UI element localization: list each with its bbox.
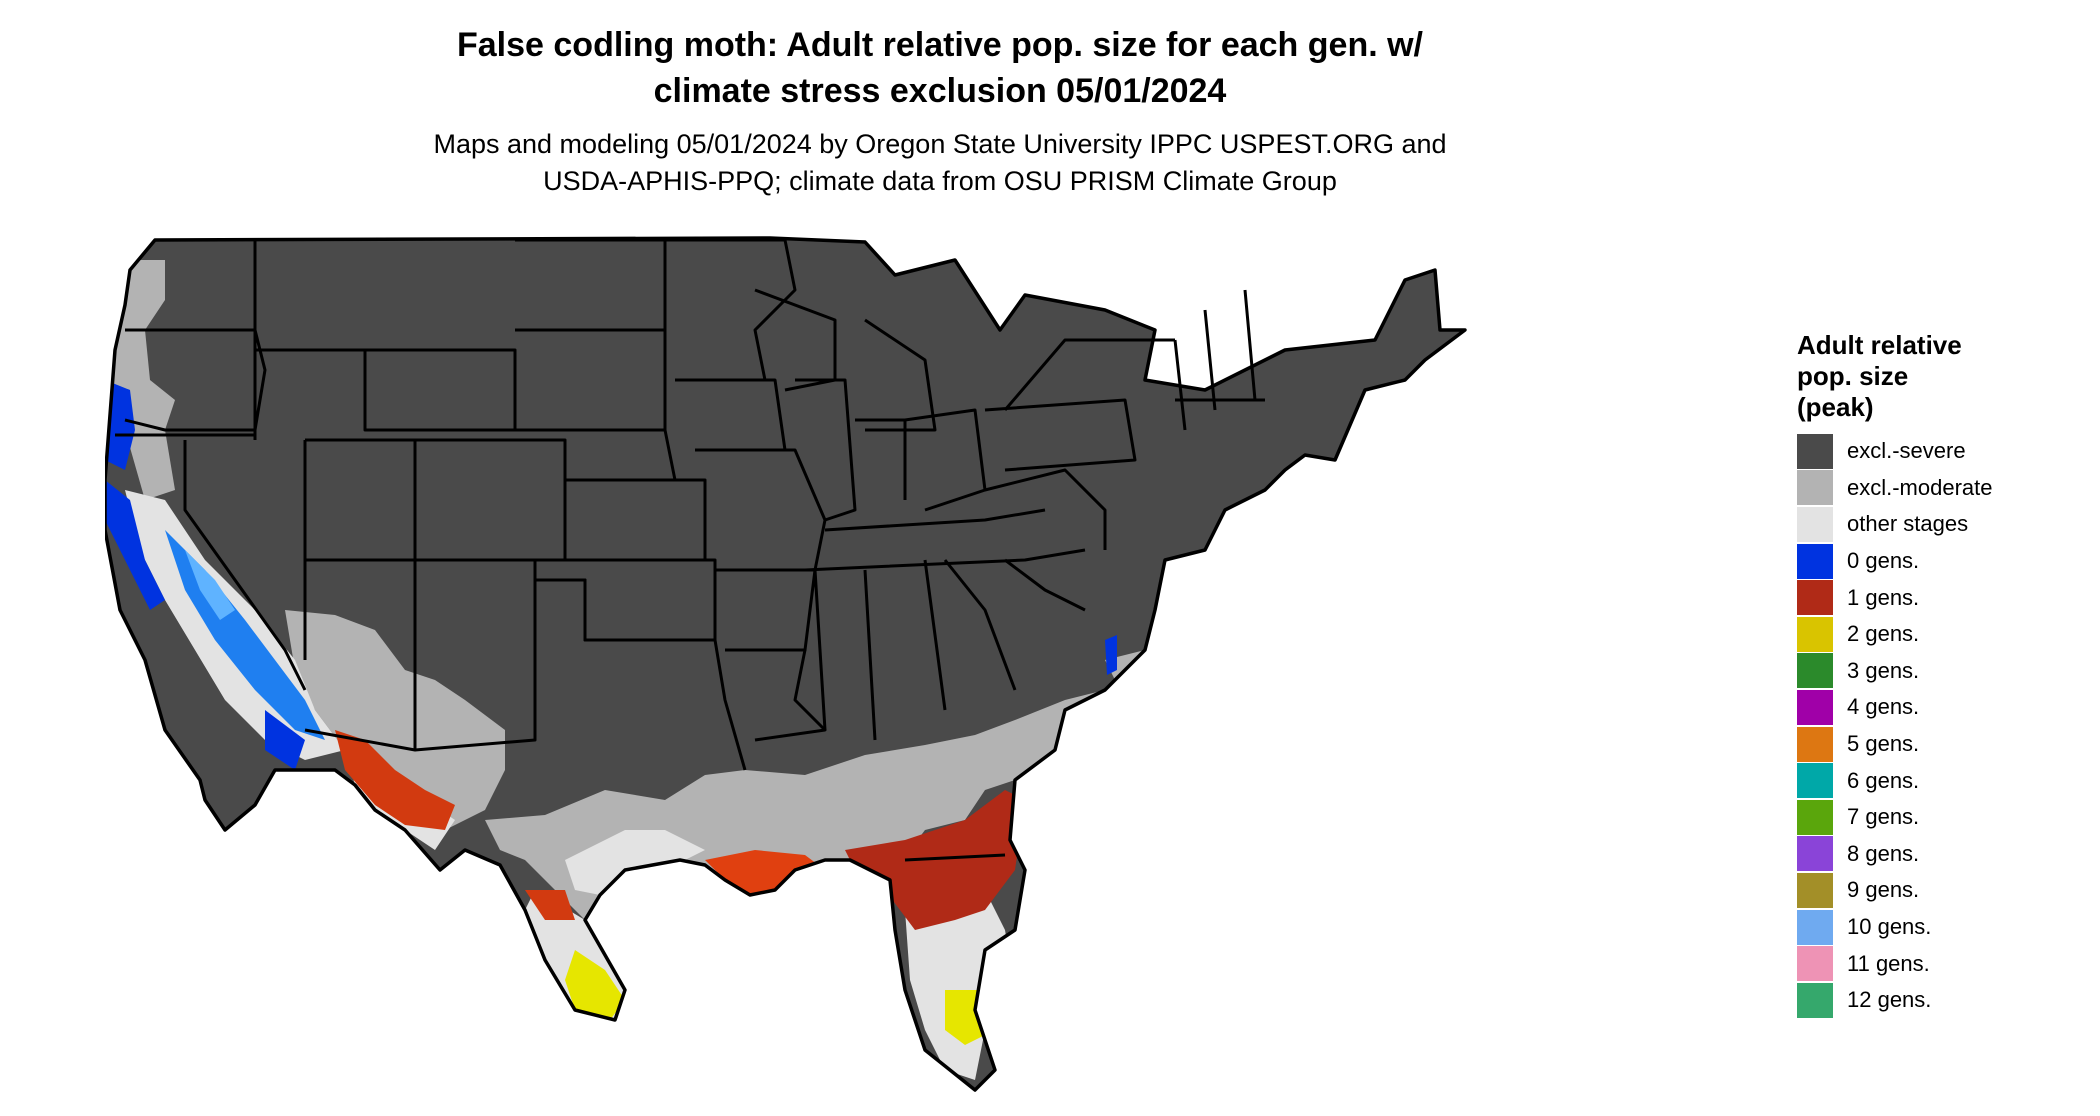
legend-label: 11 gens. (1847, 950, 1930, 976)
map-title: False codling moth: Adult relative pop. … (0, 22, 1880, 114)
legend-swatch (1797, 726, 1833, 762)
legend-swatch (1797, 580, 1833, 616)
zone-1-gens-texas (525, 890, 575, 920)
legend-swatch (1797, 799, 1833, 835)
legend-swatch (1797, 616, 1833, 652)
legend-items: excl.-severe excl.-moderate other stages 0 … (1797, 433, 2077, 1019)
zone-0-gens-south-ca (265, 710, 305, 770)
legend-item: 0 gens. (1797, 543, 2077, 580)
legend-label: 9 gens. (1847, 877, 1920, 903)
state-boundary-new-mexico (414, 558, 537, 752)
legend-label: excl.-severe (1847, 438, 1966, 464)
map-subtitle-line-2: USDA-APHIS-PPQ; climate data from OSU PR… (543, 166, 1337, 196)
state-boundary-louisiana (725, 648, 827, 742)
legend-item: 5 gens. (1797, 726, 2077, 763)
state-boundary-west (124, 328, 267, 432)
legend-title-line-3: (peak) (1797, 392, 1874, 422)
legend-item: 11 gens. (1797, 945, 2077, 982)
legend-item: 8 gens. (1797, 836, 2077, 873)
legend-swatch (1797, 909, 1833, 945)
legend-label: 0 gens. (1847, 548, 1920, 574)
legend-label: 8 gens. (1847, 840, 1920, 866)
state-boundary-nevada (183, 440, 307, 691)
legend-swatch (1797, 653, 1833, 689)
legend-swatch (1797, 470, 1833, 506)
legend-swatch (1797, 872, 1833, 908)
legend-item: 6 gens. (1797, 762, 2077, 799)
zone-1-gens-gulf-coast (705, 850, 825, 895)
legend-label: 1 gens. (1847, 584, 1920, 610)
state-boundary-arizona-nm (304, 558, 417, 752)
legend-swatch (1797, 946, 1833, 982)
zone-0-gens-delmarva (1105, 635, 1117, 675)
state-boundary-illinois (795, 378, 857, 522)
state-boundary-montana (253, 260, 365, 352)
legend-label: 10 gens. (1847, 914, 1932, 940)
legend-title: Adult relative pop. size (peak) (1797, 330, 2077, 423)
legend-label: 2 gens. (1847, 621, 1920, 647)
zone-0-gens-ca-coast (105, 480, 165, 610)
legend-label: excl.-moderate (1847, 474, 1993, 500)
legend-item: excl.-severe (1797, 433, 2077, 470)
legend-item: 4 gens. (1797, 689, 2077, 726)
legend-swatch (1797, 689, 1833, 725)
legend-label: 12 gens. (1847, 987, 1932, 1013)
state-boundary-indiana-ohio (855, 408, 987, 512)
state-boundary-pennsylvania-ny (984, 338, 1175, 472)
legend-label: 6 gens. (1847, 767, 1920, 793)
legend-swatch (1797, 982, 1833, 1018)
state-boundaries (115, 238, 1265, 862)
state-boundary-florida (904, 853, 1006, 862)
zone-1-gens-arizona (335, 730, 455, 830)
state-boundary-virginia (984, 468, 1107, 550)
legend-label: other stages (1847, 511, 1969, 537)
zone-other-stages-texas-coast (565, 830, 705, 895)
legend-title-line-2: pop. size (1797, 361, 1909, 391)
legend-item: 9 gens. (1797, 872, 2077, 909)
legend-item: excl.-moderate (1797, 470, 2077, 507)
legend-swatch (1797, 543, 1833, 579)
legend-label: 5 gens. (1847, 731, 1920, 757)
legend-item: 2 gens. (1797, 616, 2077, 653)
state-boundary-georgia-carolinas (943, 558, 1086, 691)
legend-swatch (1797, 763, 1833, 799)
legend-item: 7 gens. (1797, 799, 2077, 836)
us-outline (105, 236, 1467, 1092)
us-landmass (105, 238, 1465, 1090)
state-boundary-kentucky-tn (804, 508, 1086, 572)
legend-swatch (1797, 836, 1833, 872)
zone-other-stages-florida (905, 890, 1015, 1080)
legend-swatch (1797, 433, 1833, 469)
legend-item: 3 gens. (1797, 653, 2077, 690)
legend-swatch (1797, 506, 1833, 542)
state-boundary-michigan (864, 318, 937, 432)
state-boundary-mississippi-alabama (813, 559, 947, 741)
legend-item: 12 gens. (1797, 982, 2077, 1019)
legend-label: 7 gens. (1847, 804, 1920, 830)
legend: Adult relative pop. size (peak) excl.-se… (1797, 330, 2077, 1019)
map-title-line-1: False codling moth: Adult relative pop. … (457, 26, 1423, 64)
zone-0-gens-ca-light (185, 550, 235, 620)
state-boundary-texas (535, 578, 747, 771)
zone-2-gens-south-texas (565, 950, 625, 1020)
legend-item: 1 gens. (1797, 579, 2077, 616)
legend-item: other stages (1797, 506, 2077, 543)
us-map-svg (105, 236, 1467, 1092)
legend-label: 4 gens. (1847, 694, 1920, 720)
legend-title-line-1: Adult relative (1797, 330, 1962, 360)
zone-excl-moderate-southwest (285, 610, 505, 830)
legend-label: 3 gens. (1847, 657, 1920, 683)
map-subtitle-line-1: Maps and modeling 05/01/2024 by Oregon S… (433, 129, 1447, 159)
legend-item: 10 gens. (1797, 909, 2077, 946)
map-title-line-2: climate stress exclusion 05/01/2024 (653, 72, 1227, 110)
map-subtitle: Maps and modeling 05/01/2024 by Oregon S… (0, 126, 1880, 200)
us-map (105, 230, 1725, 1110)
state-boundary-wisconsin (754, 288, 837, 392)
